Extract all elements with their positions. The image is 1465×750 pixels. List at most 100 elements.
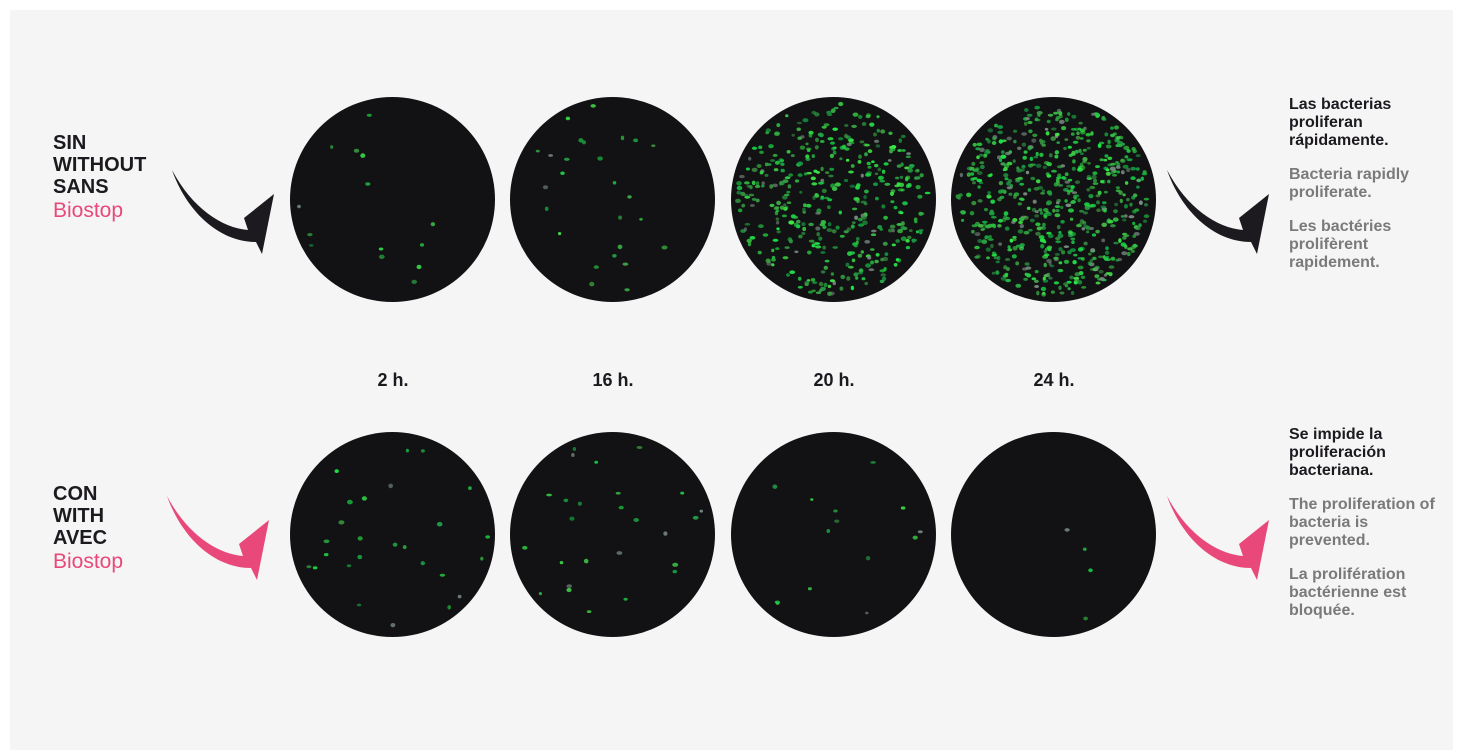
bacteria-dot (884, 182, 891, 186)
bacteria-dot (907, 183, 912, 188)
petri-dish-image (510, 97, 715, 302)
bacteria-dot (1015, 283, 1022, 288)
bacteria-dot (797, 285, 803, 289)
bacteria-dot (1044, 127, 1049, 131)
bacteria-dot (1017, 202, 1022, 206)
bacteria-dot (1126, 158, 1133, 162)
bacteria-dot (1028, 129, 1033, 134)
bacteria-dot (1051, 169, 1057, 173)
bacteria-dot (786, 273, 790, 277)
dish-background (510, 97, 715, 302)
bacteria-dot (1135, 167, 1140, 171)
bacteria-dot (827, 291, 832, 297)
bacteria-dot (879, 269, 886, 273)
bacteria-dot (1071, 166, 1076, 171)
bacteria-dot (1054, 205, 1061, 209)
bacteria-dot (1105, 144, 1112, 149)
bacteria-dot (1065, 203, 1072, 208)
bacteria-dot (346, 564, 352, 568)
bacteria-dot (1116, 162, 1121, 167)
bacteria-dot (618, 215, 623, 220)
bacteria-dot (1015, 179, 1021, 183)
bacteria-dot (839, 157, 843, 161)
bacteria-dot (1100, 205, 1107, 209)
bacteria-dot (1022, 155, 1027, 160)
bacteria-dot (1118, 238, 1122, 243)
bacteria-dot (788, 220, 795, 225)
bacteria-dot (356, 603, 362, 607)
bacteria-dot (1028, 228, 1033, 232)
bacteria-dot (1041, 189, 1046, 193)
bacteria-dot (776, 123, 781, 128)
bacteria-dot (1136, 178, 1141, 183)
bacteria-dot (888, 228, 893, 233)
bacteria-dot (826, 110, 832, 115)
bacteria-dot (864, 152, 868, 157)
bacteria-dot (867, 165, 872, 169)
bacteria-dot (780, 162, 785, 166)
bacteria-dot (1083, 616, 1088, 621)
bacteria-dot (783, 203, 787, 207)
brand-name: Biostop (53, 550, 124, 573)
bacteria-dot (1035, 163, 1042, 168)
bacteria-dot (1058, 261, 1063, 265)
bacteria-dot (856, 183, 861, 187)
bacteria-dot (1078, 121, 1083, 125)
bacteria-dot (1107, 156, 1113, 160)
bacteria-dot (1087, 261, 1092, 266)
bacteria-dot (975, 254, 981, 259)
bacteria-dot (538, 592, 542, 596)
bacteria-dot (802, 226, 807, 232)
bacteria-dot (1029, 156, 1034, 162)
label-fr: AVEC (53, 527, 108, 549)
bacteria-dot (544, 206, 549, 211)
bacteria-dot (1040, 192, 1045, 195)
bacteria-dot (838, 137, 844, 141)
bacteria-dot (1132, 209, 1137, 214)
bacteria-dot (1012, 159, 1016, 163)
bacteria-dot (1135, 154, 1141, 158)
bacteria-dot (1013, 139, 1017, 144)
bacteria-dot (785, 114, 789, 118)
bacteria-dot (1064, 172, 1069, 177)
bacteria-dot (848, 141, 855, 145)
bacteria-dot (1029, 218, 1035, 223)
bacteria-dot (983, 153, 988, 157)
bacteria-dot (1018, 221, 1023, 224)
bacteria-dot (865, 173, 872, 177)
bacteria-dot (1132, 221, 1136, 226)
bacteria-dot (1032, 199, 1037, 204)
bacteria-dot (832, 146, 837, 150)
bacteria-dot (861, 122, 867, 126)
bacteria-dot (850, 224, 855, 229)
bacteria-dot (307, 233, 313, 237)
bacteria-dot (1115, 165, 1121, 169)
bacteria-dot (1042, 222, 1046, 227)
bacteria-dot (741, 203, 746, 208)
bacteria-dot (563, 498, 569, 503)
note-fr: Les bactéries prolifèrent rapidement. (1289, 218, 1392, 271)
bacteria-dot (870, 233, 877, 236)
bacteria-dot (360, 153, 366, 158)
bacteria-dot (855, 276, 859, 280)
bacteria-dot (430, 222, 436, 227)
bacteria-dot (897, 228, 903, 234)
bacteria-dot (1120, 215, 1124, 218)
bacteria-dot (1080, 152, 1084, 155)
bacteria-dot (751, 167, 758, 172)
bacteria-dot (900, 225, 906, 230)
bacteria-dot (874, 259, 879, 264)
bacteria-dot (1070, 237, 1076, 241)
bacteria-dot (559, 561, 564, 565)
bacteria-dot (1132, 234, 1136, 238)
bacteria-dot (1072, 140, 1079, 144)
bacteria-dot (361, 496, 367, 501)
bacteria-dot (1114, 125, 1119, 130)
bacteria-dot (977, 199, 983, 203)
bacteria-dot (1086, 177, 1093, 180)
bacteria-dot (1079, 128, 1086, 133)
bacteria-dot (977, 185, 981, 189)
bacteria-dot (1035, 151, 1039, 157)
bacteria-dot (1094, 274, 1100, 279)
bacteria-dot (1115, 186, 1120, 189)
